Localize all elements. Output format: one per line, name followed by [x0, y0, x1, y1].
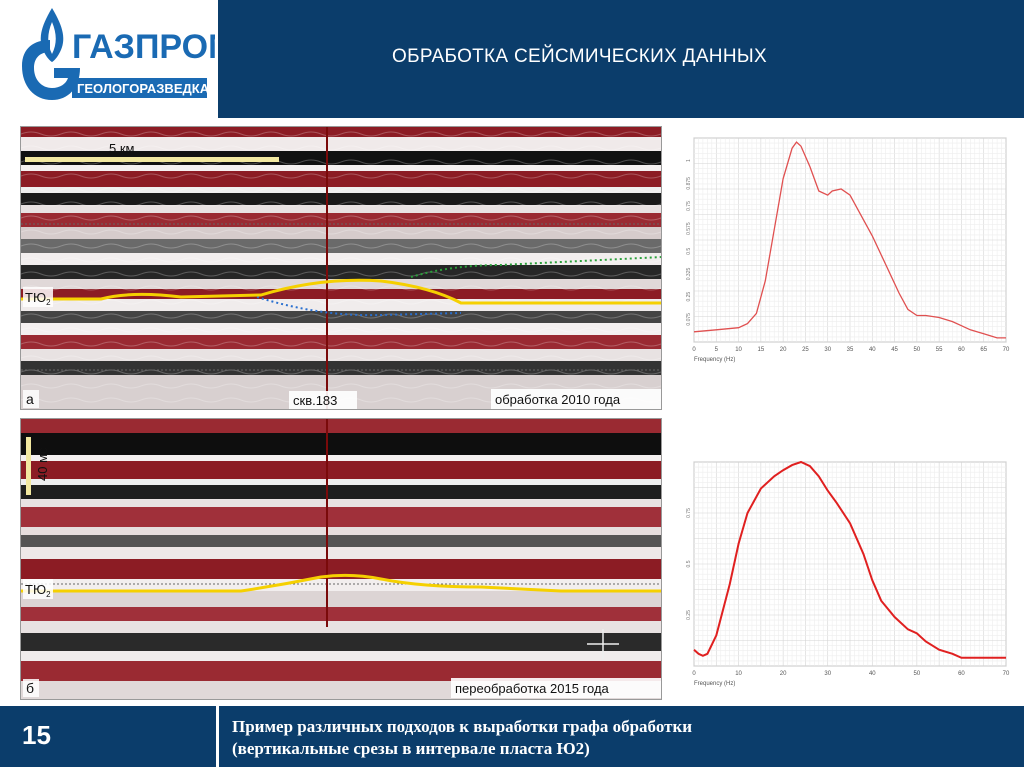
spectrum-chart-top: 0 5 10 15 20 25 30 35 40 45 50 55 60 65 70 0.075 0.25 0.3… — [686, 137, 1010, 363]
x-tick-label: 30 — [824, 347, 831, 353]
x-tick-label: 70 — [1003, 671, 1010, 677]
x-tick-label: 50 — [914, 347, 921, 353]
caption-line-1: Пример различных подходов к выработки гр… — [232, 717, 693, 736]
y-tick-label: 0.75 — [686, 508, 692, 518]
slide-title: ОБРАБОТКА СЕЙСМИЧЕСКИХ ДАННЫХ — [392, 46, 767, 67]
x-tick-label: 5 — [715, 347, 719, 353]
scale-label: 5 км — [109, 141, 135, 156]
gazprom-logo: ГАЗПРОМ ГЕОЛОГОРАЗВЕДКА — [0, 0, 215, 118]
x-tick-label: 55 — [936, 347, 943, 353]
seismic-section-2015: 40 мс ТЮ2 б переобработка 2015 года — [20, 418, 662, 700]
x-tick-label: 20 — [780, 347, 787, 353]
x-tick-label: 45 — [891, 347, 898, 353]
spectrum-series-line — [693, 141, 1006, 339]
caption-line-2: (вертикальные срезы в интервале пласта Ю… — [232, 739, 590, 758]
y-tick-label: 0.5 — [686, 560, 692, 567]
y-tick-label: 0.25 — [686, 292, 692, 302]
x-tick-label: 25 — [802, 347, 809, 353]
x-tick-label: 0 — [692, 671, 696, 677]
horizon-label: ТЮ2 — [25, 582, 51, 599]
y-tick-label: 1 — [686, 159, 692, 162]
x-tick-label: 10 — [735, 347, 742, 353]
header-divider — [215, 0, 218, 118]
horizon-label: ТЮ2 — [25, 290, 51, 307]
processing-label: переобработка 2015 года — [455, 681, 610, 696]
x-tick-label: 40 — [869, 347, 876, 353]
slide-header: ГАЗПРОМ ГЕОЛОГОРАЗВЕДКА ОБРАБОТКА СЕЙСМИ… — [0, 0, 1024, 118]
spectrum-series-line — [693, 460, 1006, 659]
x-tick-label: 60 — [958, 671, 965, 677]
page-number: 15 — [22, 720, 51, 750]
brand-subtitle: ГЕОЛОГОРАЗВЕДКА — [77, 81, 210, 96]
slide-footer: 15 Пример различных подходов к выработки… — [0, 706, 1024, 767]
x-tick-label: 15 — [758, 347, 765, 353]
panel-letter: б — [26, 680, 34, 696]
time-scale-bar — [26, 437, 31, 495]
x-tick-label: 30 — [824, 671, 831, 677]
y-tick-label: 0.25 — [686, 610, 692, 620]
y-tick-label: 0.325 — [686, 268, 692, 281]
x-tick-label: 70 — [1003, 347, 1010, 353]
slide-caption: Пример различных подходов к выработки гр… — [232, 716, 692, 760]
y-tick-label: 0.875 — [686, 177, 692, 190]
x-tick-label: 0 — [692, 347, 696, 353]
horizon-line-tyu2 — [21, 278, 661, 305]
page-number-box: 15 — [0, 706, 216, 767]
x-tick-label: 65 — [980, 347, 987, 353]
x-tick-label: 60 — [958, 347, 965, 353]
flame-g-icon — [22, 8, 80, 100]
footer-divider — [216, 706, 219, 767]
well-label: скв.183 — [293, 393, 337, 408]
panel-letter: а — [26, 391, 34, 407]
crosshair-icon — [587, 629, 619, 659]
x-tick-label: 40 — [869, 671, 876, 677]
scale-bar — [25, 157, 279, 162]
x-axis-label: Frequency (Hz) — [694, 357, 735, 363]
frequency-spectrum-2015: 0 10 20 30 40 50 60 70 0.25 0.5 0.75 Frequency (Hz) — [676, 456, 1012, 692]
processing-label: обработка 2010 года — [495, 392, 621, 407]
y-tick-label: 0.075 — [686, 313, 692, 326]
spectrum-chart-bottom: 0 10 20 30 40 50 60 70 0.25 0.5 0.75 Frequency (Hz) — [686, 460, 1010, 687]
x-axis-label: Frequency (Hz) — [694, 681, 735, 687]
frequency-spectrum-2010: 0 5 10 15 20 25 30 35 40 45 50 55 60 65 70 0.075 0.25 0.3… — [676, 132, 1012, 368]
seismic-section-2010: 5 км ТЮ2 а скв.183 обработка 2010 года — [20, 126, 662, 410]
horizon-line-tyu2 — [21, 573, 661, 593]
y-tick-label: 0.5 — [686, 248, 692, 255]
scale-label: 40 мс — [35, 447, 50, 481]
x-tick-label: 20 — [780, 671, 787, 677]
y-tick-label: 0.575 — [686, 222, 692, 235]
brand-name: ГАЗПРОМ — [72, 28, 215, 66]
x-tick-label: 50 — [914, 671, 921, 677]
y-tick-label: 0.75 — [686, 201, 692, 211]
x-tick-label: 35 — [847, 347, 854, 353]
x-tick-label: 10 — [735, 671, 742, 677]
